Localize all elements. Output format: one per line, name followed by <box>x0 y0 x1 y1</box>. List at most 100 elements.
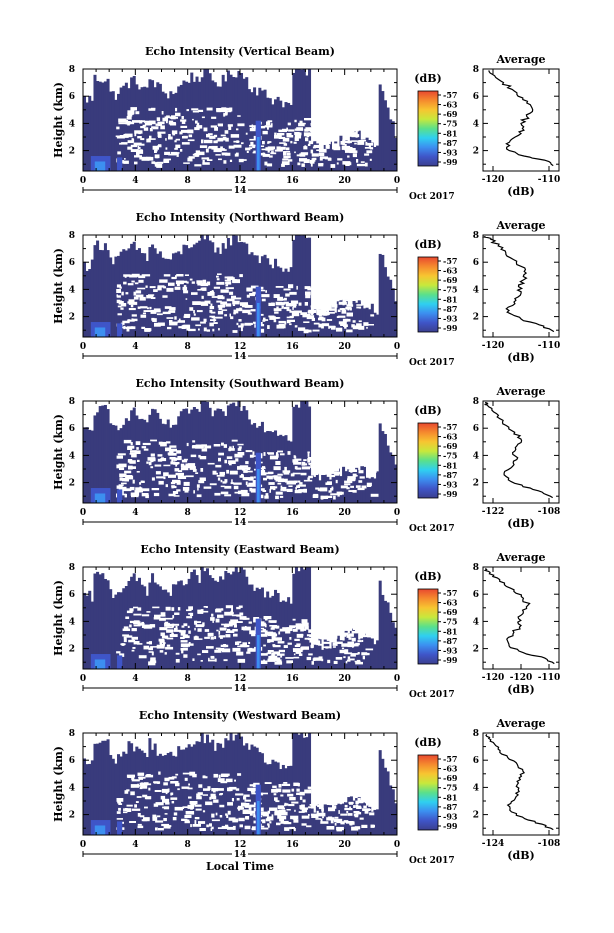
colorbar-tick-label: -93 <box>443 645 458 655</box>
colorbar <box>417 588 439 665</box>
data-column <box>117 93 121 171</box>
data-column <box>169 91 173 171</box>
data-column <box>368 478 372 503</box>
data-column <box>368 635 372 669</box>
colorbar-tick-label: -81 <box>443 626 457 636</box>
data-column <box>313 644 317 669</box>
data-column <box>187 744 191 835</box>
colorbar-tick-label: -87 <box>443 138 457 148</box>
data-column <box>360 139 364 171</box>
data-column <box>292 573 296 669</box>
data-column <box>153 582 157 669</box>
data-column <box>302 401 306 503</box>
colorbar-tick-label: -99 <box>443 157 458 167</box>
data-column <box>323 804 327 835</box>
data-column <box>182 749 186 835</box>
data-column <box>334 642 338 669</box>
day-label: 14 <box>234 352 247 362</box>
data-column <box>373 312 377 337</box>
profile-line <box>488 70 554 167</box>
data-column <box>177 86 181 171</box>
data-column <box>161 91 165 171</box>
y-tick-marks <box>83 234 397 331</box>
colorbar <box>417 422 439 499</box>
data-column <box>391 121 395 171</box>
data-column <box>279 769 283 835</box>
data-column <box>106 78 110 171</box>
data-column <box>318 151 322 171</box>
data-column <box>221 411 225 503</box>
data-column <box>151 573 155 669</box>
data-column <box>250 92 254 171</box>
data-column <box>308 733 312 835</box>
colorbar-unit: (dB) <box>414 570 441 583</box>
data-column <box>263 762 267 835</box>
data-column <box>389 785 393 835</box>
data-column <box>190 247 194 337</box>
profile-y-tick-label: 8 <box>473 231 479 241</box>
x-tick-label: 16 <box>286 508 299 518</box>
profile-y-tick-label: 6 <box>473 756 479 766</box>
data-column <box>297 571 301 669</box>
x-tick-label: 8 <box>185 176 191 186</box>
profile-title: Average <box>495 551 545 564</box>
data-column <box>302 569 306 669</box>
data-column <box>253 423 257 503</box>
data-column <box>106 250 110 337</box>
heatmap <box>83 235 398 337</box>
data-column <box>300 235 304 337</box>
data-column <box>117 592 121 669</box>
data-column <box>389 279 393 337</box>
data-column <box>344 299 348 337</box>
data-column <box>224 570 228 669</box>
colorbar-tick-label: -75 <box>443 285 457 295</box>
data-column <box>328 310 332 337</box>
data-column <box>90 100 94 171</box>
data-column <box>190 72 194 171</box>
heatmap <box>83 401 398 503</box>
data-column <box>106 739 110 835</box>
data-column <box>381 431 385 503</box>
data-column <box>394 301 398 337</box>
data-column <box>192 569 196 669</box>
colorbar-tick-label: -57 <box>443 90 457 100</box>
profile-y-tick-label: 8 <box>473 65 479 75</box>
x-tick-label: 12 <box>234 508 247 518</box>
data-column <box>237 572 241 669</box>
day-label-bg <box>232 849 248 859</box>
data-column <box>305 737 309 835</box>
data-column <box>111 758 115 835</box>
data-column <box>378 423 382 503</box>
data-column <box>145 261 149 337</box>
data-column <box>127 88 131 171</box>
data-column <box>229 74 233 171</box>
x-tick-label: 0 <box>394 508 400 518</box>
data-column <box>109 257 113 337</box>
data-column <box>195 408 199 503</box>
data-column <box>357 796 361 835</box>
colorbar-tick-label: -81 <box>443 792 457 802</box>
data-column <box>103 740 107 835</box>
data-column <box>143 752 147 835</box>
average-profile: Average 2 4 6 8 -120 -110 (dB) <box>473 219 561 364</box>
data-column <box>237 70 241 171</box>
profile-y-tick-label: 8 <box>473 563 479 573</box>
profile-line <box>481 235 555 333</box>
y-tick-label: 2 <box>69 479 75 489</box>
data-column <box>360 301 364 337</box>
colorbar-tick-label: -57 <box>443 588 457 598</box>
data-column <box>268 264 272 337</box>
x-tick-label: 0 <box>80 342 86 352</box>
data-column <box>394 803 398 835</box>
data-column <box>96 412 100 503</box>
data-column <box>174 756 178 835</box>
data-column <box>347 797 351 835</box>
data-column <box>111 598 115 669</box>
colorbar-tick-label: -57 <box>443 422 457 432</box>
data-column <box>234 77 238 171</box>
data-column <box>368 309 372 337</box>
data-column <box>378 253 382 337</box>
data-column <box>386 445 390 503</box>
missing-data <box>116 273 377 334</box>
